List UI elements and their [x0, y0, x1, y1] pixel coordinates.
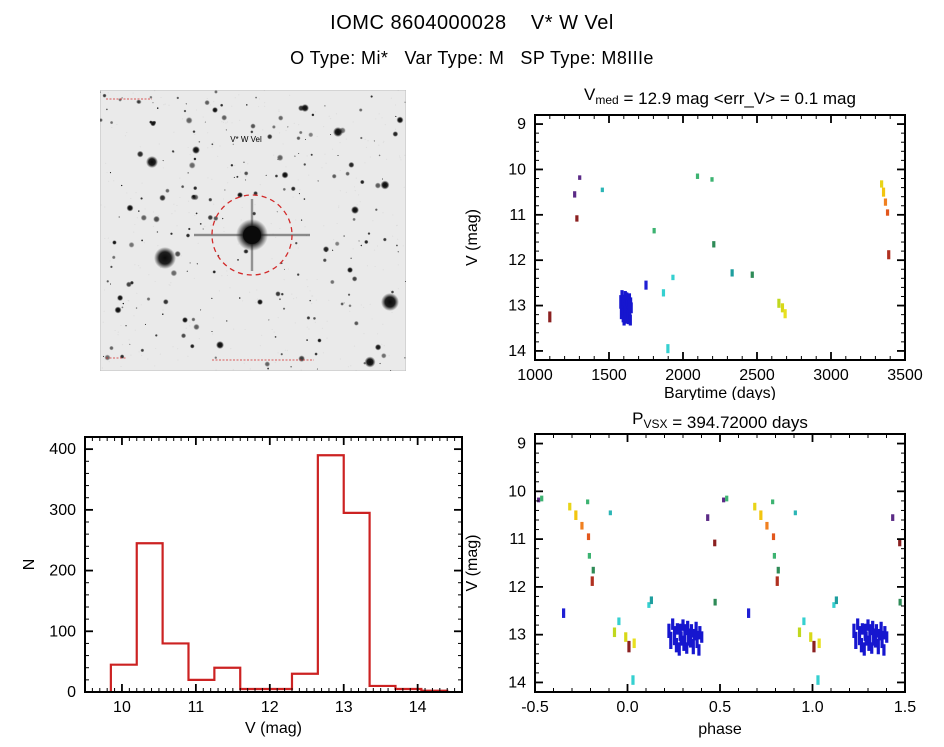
y-tick-label: 9: [517, 436, 526, 453]
axes: -0.5 0.0 0.5 1.0 1.5 9 10 11 12 13 14 phase V (mag): [464, 433, 916, 738]
x-tick-label: 3500: [887, 367, 923, 384]
aperture-circle: [211, 194, 293, 276]
x-axis-label: Barytime (days): [664, 385, 776, 400]
y-tick-label: 12: [508, 579, 526, 596]
x-axis-label: V (mag): [245, 720, 302, 737]
plate-annotation-marks: [106, 98, 314, 361]
y-tick-label: 10: [508, 483, 526, 500]
y-tick-label: 200: [49, 563, 76, 580]
lightcurve-plot: Vmed = 12.9 mag <err_V> = 0.1 mag 1000 150…: [464, 85, 923, 400]
x-tick-label: 11: [188, 699, 205, 716]
x-tick-label: 14: [409, 699, 427, 716]
x-tick-label: 1500: [591, 367, 627, 384]
x-tick-label: 2500: [739, 367, 775, 384]
x-tick-label: 12: [261, 699, 279, 716]
y-tick-label: 11: [509, 207, 526, 224]
x-tick-label: 1.5: [894, 699, 916, 716]
y-tick-label: 10: [508, 161, 526, 178]
y-axis-label: N: [21, 559, 38, 571]
finder-chart: V* W Vel: [98, 89, 452, 397]
y-tick-label: 11: [509, 531, 526, 548]
central-star: [194, 199, 310, 271]
y-tick-label: 300: [49, 502, 76, 519]
y-tick-label: 13: [508, 298, 526, 315]
y-tick-label: 13: [508, 627, 526, 644]
y-tick-label: 400: [49, 441, 76, 458]
x-tick-label: 1000: [517, 367, 553, 384]
axes: 10 11 12 13 14 0 100 200 300 400 V (mag) N: [21, 436, 463, 737]
star-field-image: V* W Vel: [98, 89, 452, 397]
star-label: V* W Vel: [230, 135, 262, 144]
x-tick-label: 1.0: [801, 699, 823, 716]
y-tick-label: 9: [517, 116, 526, 133]
x-tick-label: 3000: [813, 367, 849, 384]
y-tick-label: 14: [508, 674, 526, 691]
x-tick-label: 0.0: [616, 699, 638, 716]
x-tick-label: 10: [113, 699, 131, 716]
phase-folded-plot: PVSX = 394.72000 days -0.5 0.0 0.5 1.0 1.5 9 10…: [464, 409, 916, 738]
data-points: [537, 495, 902, 685]
chart-title: Vmed = 12.9 mag <err_V> = 0.1 mag: [584, 85, 856, 108]
y-axis-label: V (mag): [464, 535, 481, 592]
page-title: IOMC 8604000028 V* W Vel: [330, 12, 614, 34]
x-tick-label: -0.5: [521, 699, 549, 716]
axes: 1000 1500 2000 2500 3000 3500 9 10 11 12 13 14 Baryt…: [464, 114, 923, 400]
y-tick-label: 0: [67, 684, 76, 701]
x-tick-label: 0.5: [709, 699, 731, 716]
data-points: [548, 173, 891, 354]
y-tick-label: 100: [49, 623, 76, 640]
y-axis-label: V (mag): [464, 209, 481, 266]
magnitude-histogram: 10 11 12 13 14 0 100 200 300 400 V (mag) N: [21, 436, 463, 737]
y-tick-label: 12: [508, 252, 526, 269]
y-tick-label: 14: [508, 343, 526, 360]
x-axis-label: phase: [698, 721, 742, 738]
histogram-steps: [109, 454, 449, 692]
x-tick-label: 13: [335, 699, 353, 716]
x-tick-label: 2000: [665, 367, 701, 384]
object-type-line: O Type: Mi* Var Type: M SP Type: M8IIIe: [290, 48, 654, 68]
chart-title: PVSX = 394.72000 days: [632, 409, 808, 432]
